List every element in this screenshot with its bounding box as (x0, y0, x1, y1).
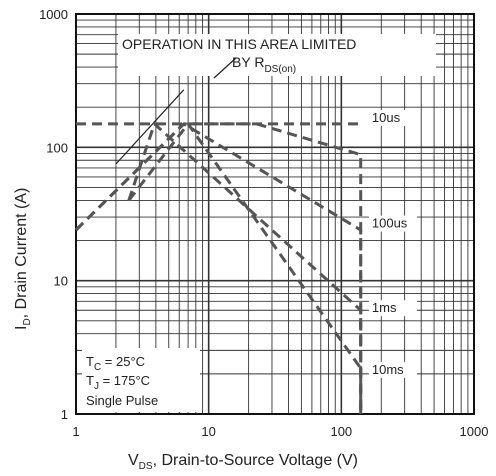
condition-pulse: Single Pulse (86, 393, 158, 408)
curve-label-bg-1ms (368, 300, 417, 317)
soa-line-1ms (127, 122, 363, 414)
tick-labels: 1 10 100 1000 1 10 100 1000 (39, 7, 488, 439)
y-tick-label: 1000 (39, 7, 68, 22)
x-tick-label: 1000 (460, 424, 489, 439)
curve-label-bg-10us (368, 109, 417, 126)
curve-label-1ms: 1ms (372, 300, 397, 315)
x-tick-label: 10 (201, 424, 215, 439)
plot-frame (75, 13, 475, 415)
curve-label-bg-100us (368, 215, 417, 232)
soa-line-10ms (127, 122, 363, 414)
curve-label-bg-10ms (368, 361, 417, 378)
y-tick-label: 100 (46, 140, 68, 155)
curve-label-10ms: 10ms (372, 362, 404, 377)
rds-on-limit-line (115, 89, 185, 165)
annotation-line-2: BY RDS(on) (232, 54, 296, 75)
y-tick-label: 1 (61, 407, 68, 422)
curve-label-100us: 100us (372, 216, 408, 231)
grid (76, 14, 474, 414)
soa-curves: 10us 100us 1ms 10ms (74, 89, 417, 414)
condition-tc: TC = 25°C (86, 354, 145, 373)
x-tick-label: 100 (330, 424, 352, 439)
y-axis-title: ID, Drain Current (A) (13, 188, 33, 330)
annotation-pointer (213, 57, 237, 79)
curve-label-10us: 10us (372, 110, 401, 125)
conditions-background (82, 348, 200, 412)
annotation-background (118, 34, 436, 76)
annotation-line-1: OPERATION IN THIS AREA LIMITED (122, 36, 356, 52)
x-axis-title: VDS, Drain-to-Source Voltage (V) (128, 452, 358, 472)
y-tick-label: 10 (54, 274, 68, 289)
condition-tj: TJ = 175°C (86, 373, 150, 392)
x-tick-label: 1 (72, 424, 79, 439)
